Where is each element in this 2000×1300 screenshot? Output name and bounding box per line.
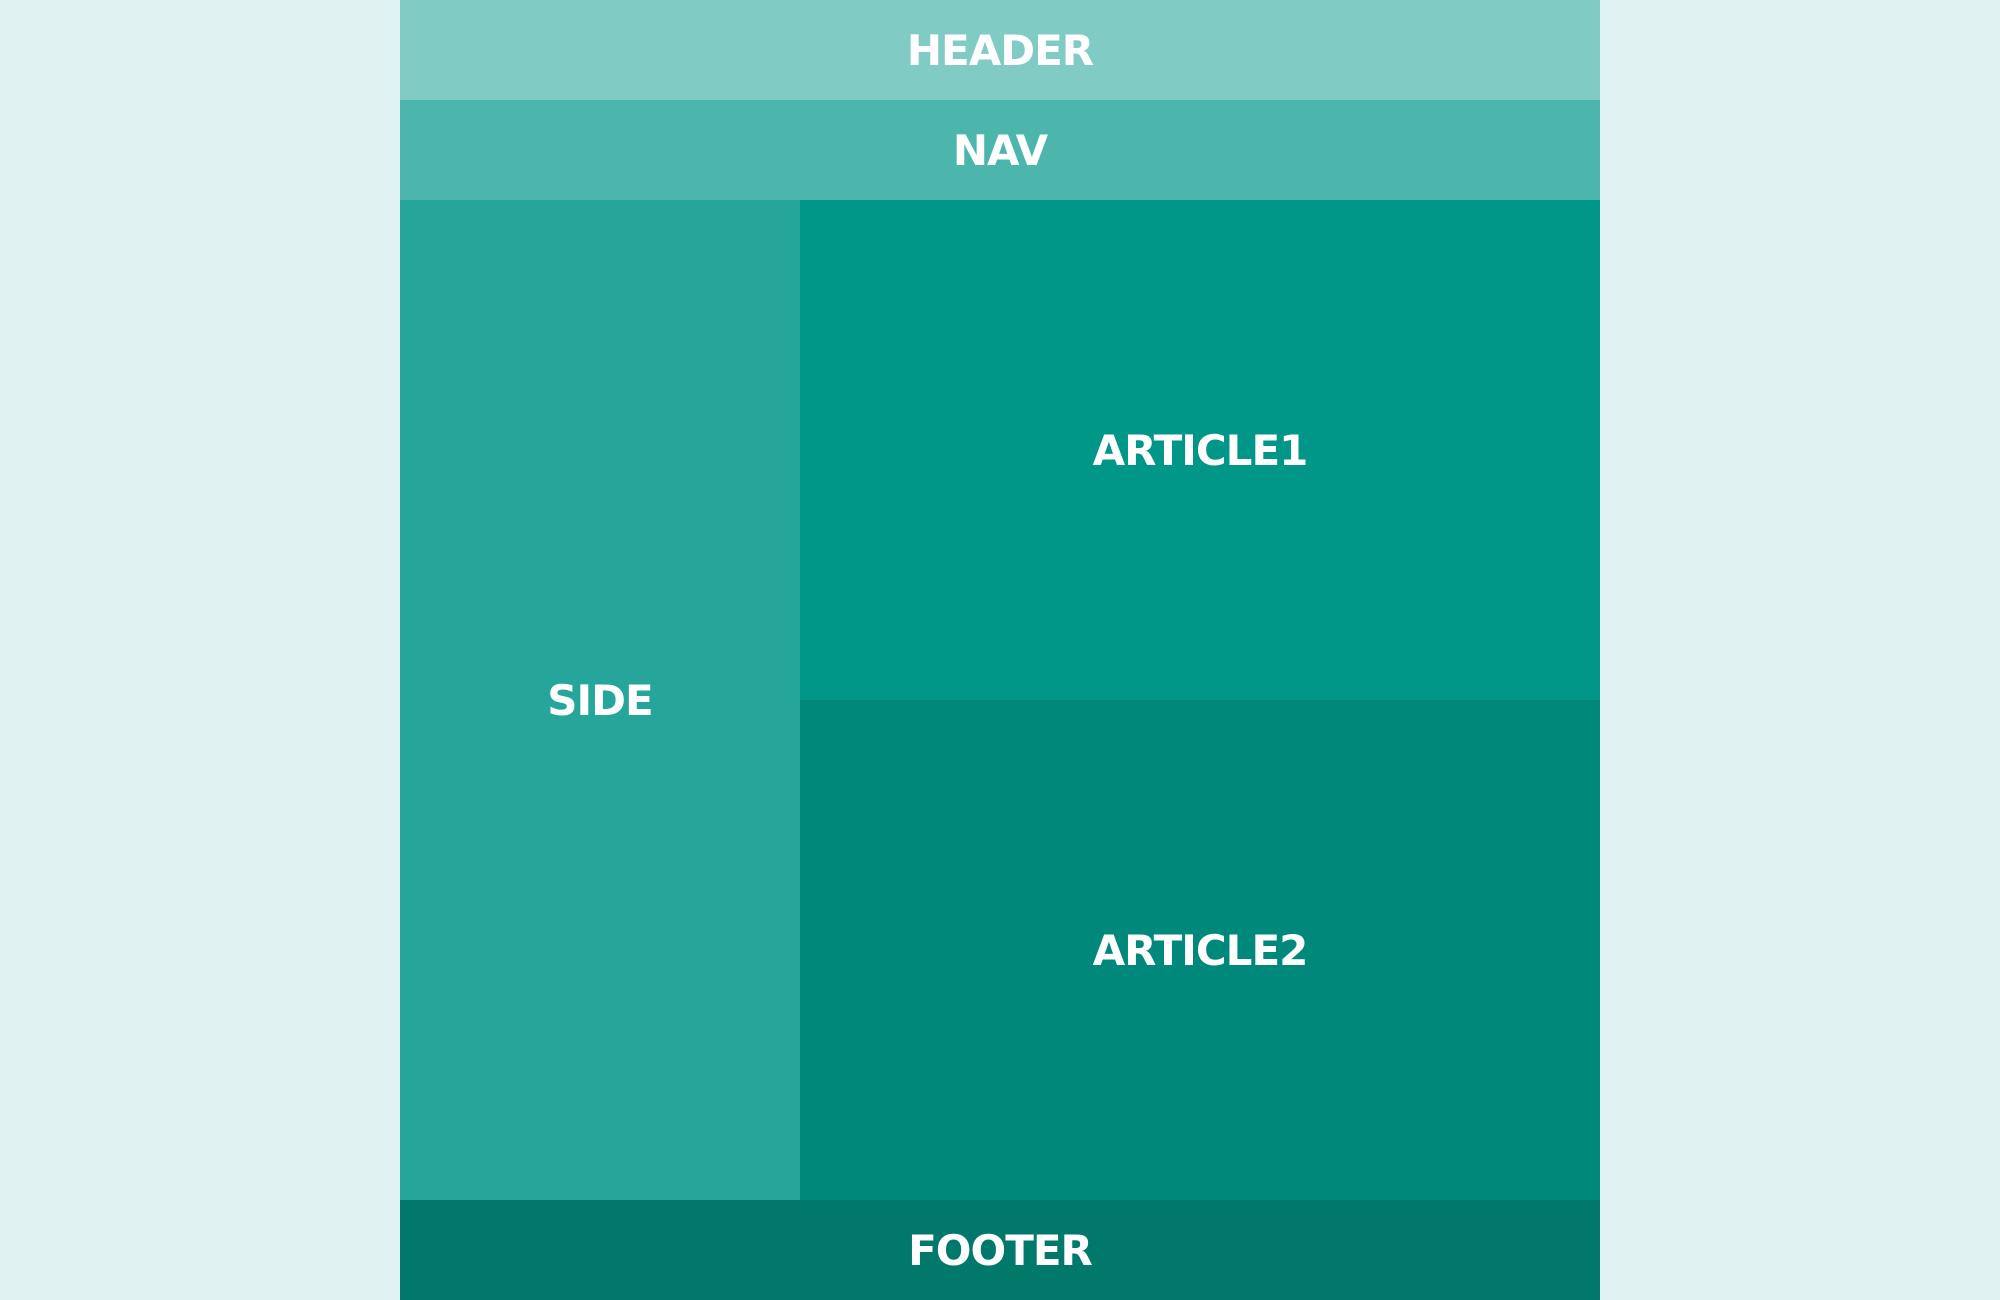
footer-region: FOOTER xyxy=(400,1200,1600,1300)
side-region: SIDE xyxy=(400,200,800,1200)
article1-label: ARTICLE1 xyxy=(1092,425,1309,475)
side-label: SIDE xyxy=(547,675,653,725)
header-label: HEADER xyxy=(906,25,1094,75)
layout-grid: HEADER NAV SIDE ARTICLE1 ARTICLE2 FOOTER xyxy=(400,0,1600,1300)
header-region: HEADER xyxy=(400,0,1600,100)
nav-label: NAV xyxy=(952,125,1048,175)
article2-label: ARTICLE2 xyxy=(1092,925,1309,975)
nav-region: NAV xyxy=(400,100,1600,200)
article2-region: ARTICLE2 xyxy=(800,700,1600,1200)
article1-region: ARTICLE1 xyxy=(800,200,1600,700)
footer-label: FOOTER xyxy=(908,1225,1093,1275)
